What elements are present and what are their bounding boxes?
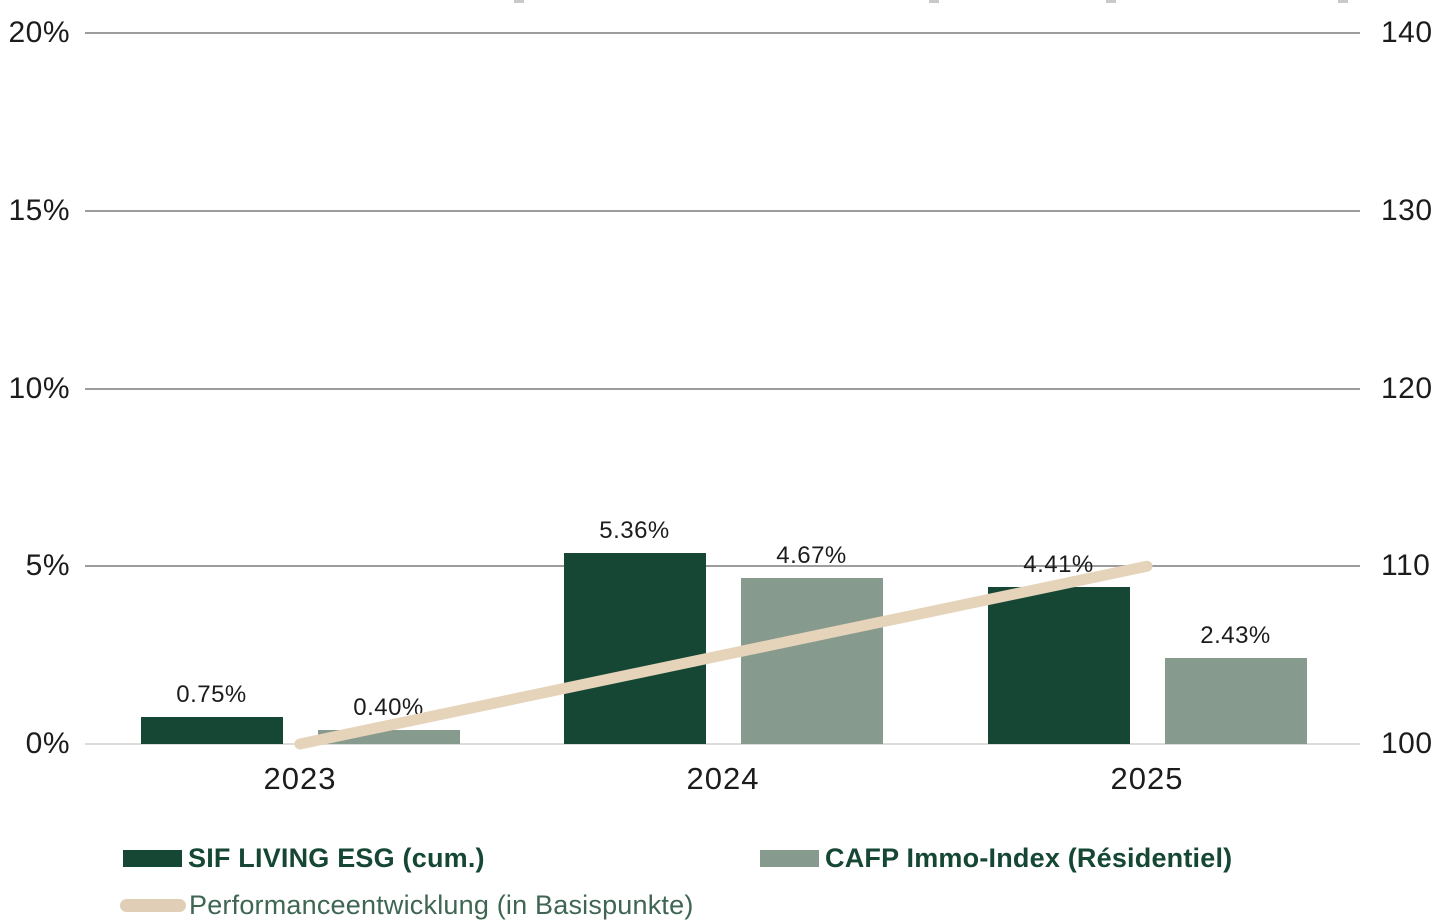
gridline bbox=[85, 209, 1360, 212]
gridline bbox=[85, 565, 1360, 568]
cropped-artifact bbox=[929, 0, 939, 3]
bar-sif-living-esg-2024 bbox=[563, 553, 706, 744]
right-axis-tick-label: 140 bbox=[1381, 16, 1433, 49]
bar-value-label: 4.41% bbox=[1023, 551, 1094, 579]
gridline bbox=[85, 387, 1360, 390]
x-axis-label-2025: 2025 bbox=[1110, 761, 1184, 796]
left-axis-tick-label: 5% bbox=[25, 549, 70, 583]
bar-cafp-immo-index-2025 bbox=[1164, 657, 1307, 744]
x-axis-label-2024: 2024 bbox=[686, 761, 760, 796]
cropped-artifact bbox=[514, 0, 524, 3]
bar-value-label: 5.36% bbox=[599, 517, 670, 545]
bar-swatch-gray-green bbox=[760, 849, 819, 867]
bar-value-label: 0.75% bbox=[176, 681, 247, 709]
right-axis-tick-label: 120 bbox=[1381, 371, 1433, 405]
bar-value-label: 2.43% bbox=[1200, 621, 1271, 649]
legend-item-sif-living-esg: SIF LIVING ESG (cum.) bbox=[123, 843, 485, 873]
left-axis-tick-label: 0% bbox=[25, 727, 70, 760]
left-axis-tick-label: 20% bbox=[8, 16, 70, 49]
gridline bbox=[85, 32, 1360, 34]
cropped-artifact bbox=[1338, 0, 1348, 3]
legend-label: CAFP Immo-Index (Résidentiel) bbox=[825, 843, 1233, 873]
legend-label: Performanceentwicklung (in Basispunkte) bbox=[189, 890, 694, 920]
bar-value-label: 4.67% bbox=[776, 541, 847, 569]
bar-sif-living-esg-2025 bbox=[987, 587, 1130, 744]
line-swatch-beige bbox=[120, 898, 186, 912]
left-axis-tick-label: 15% bbox=[8, 193, 70, 227]
bar-swatch-dark-green bbox=[123, 849, 182, 867]
x-axis-label-2023: 2023 bbox=[263, 761, 337, 796]
bar-cafp-immo-index-2024 bbox=[740, 577, 883, 744]
legend-item-cafp-immo-index: CAFP Immo-Index (Résidentiel) bbox=[760, 843, 1232, 873]
right-axis-tick-label: 130 bbox=[1381, 193, 1433, 227]
cropped-artifact bbox=[1106, 0, 1116, 3]
legend-label: SIF LIVING ESG (cum.) bbox=[188, 843, 485, 873]
left-axis-tick-label: 10% bbox=[8, 371, 70, 405]
gridline bbox=[85, 743, 1360, 745]
bar-sif-living-esg-2023 bbox=[140, 717, 283, 744]
right-axis-tick-label: 100 bbox=[1381, 727, 1433, 760]
right-axis-tick-label: 110 bbox=[1381, 549, 1431, 583]
legend-item-performanceentwicklung: Performanceentwicklung (in Basispunkte) bbox=[120, 890, 694, 920]
